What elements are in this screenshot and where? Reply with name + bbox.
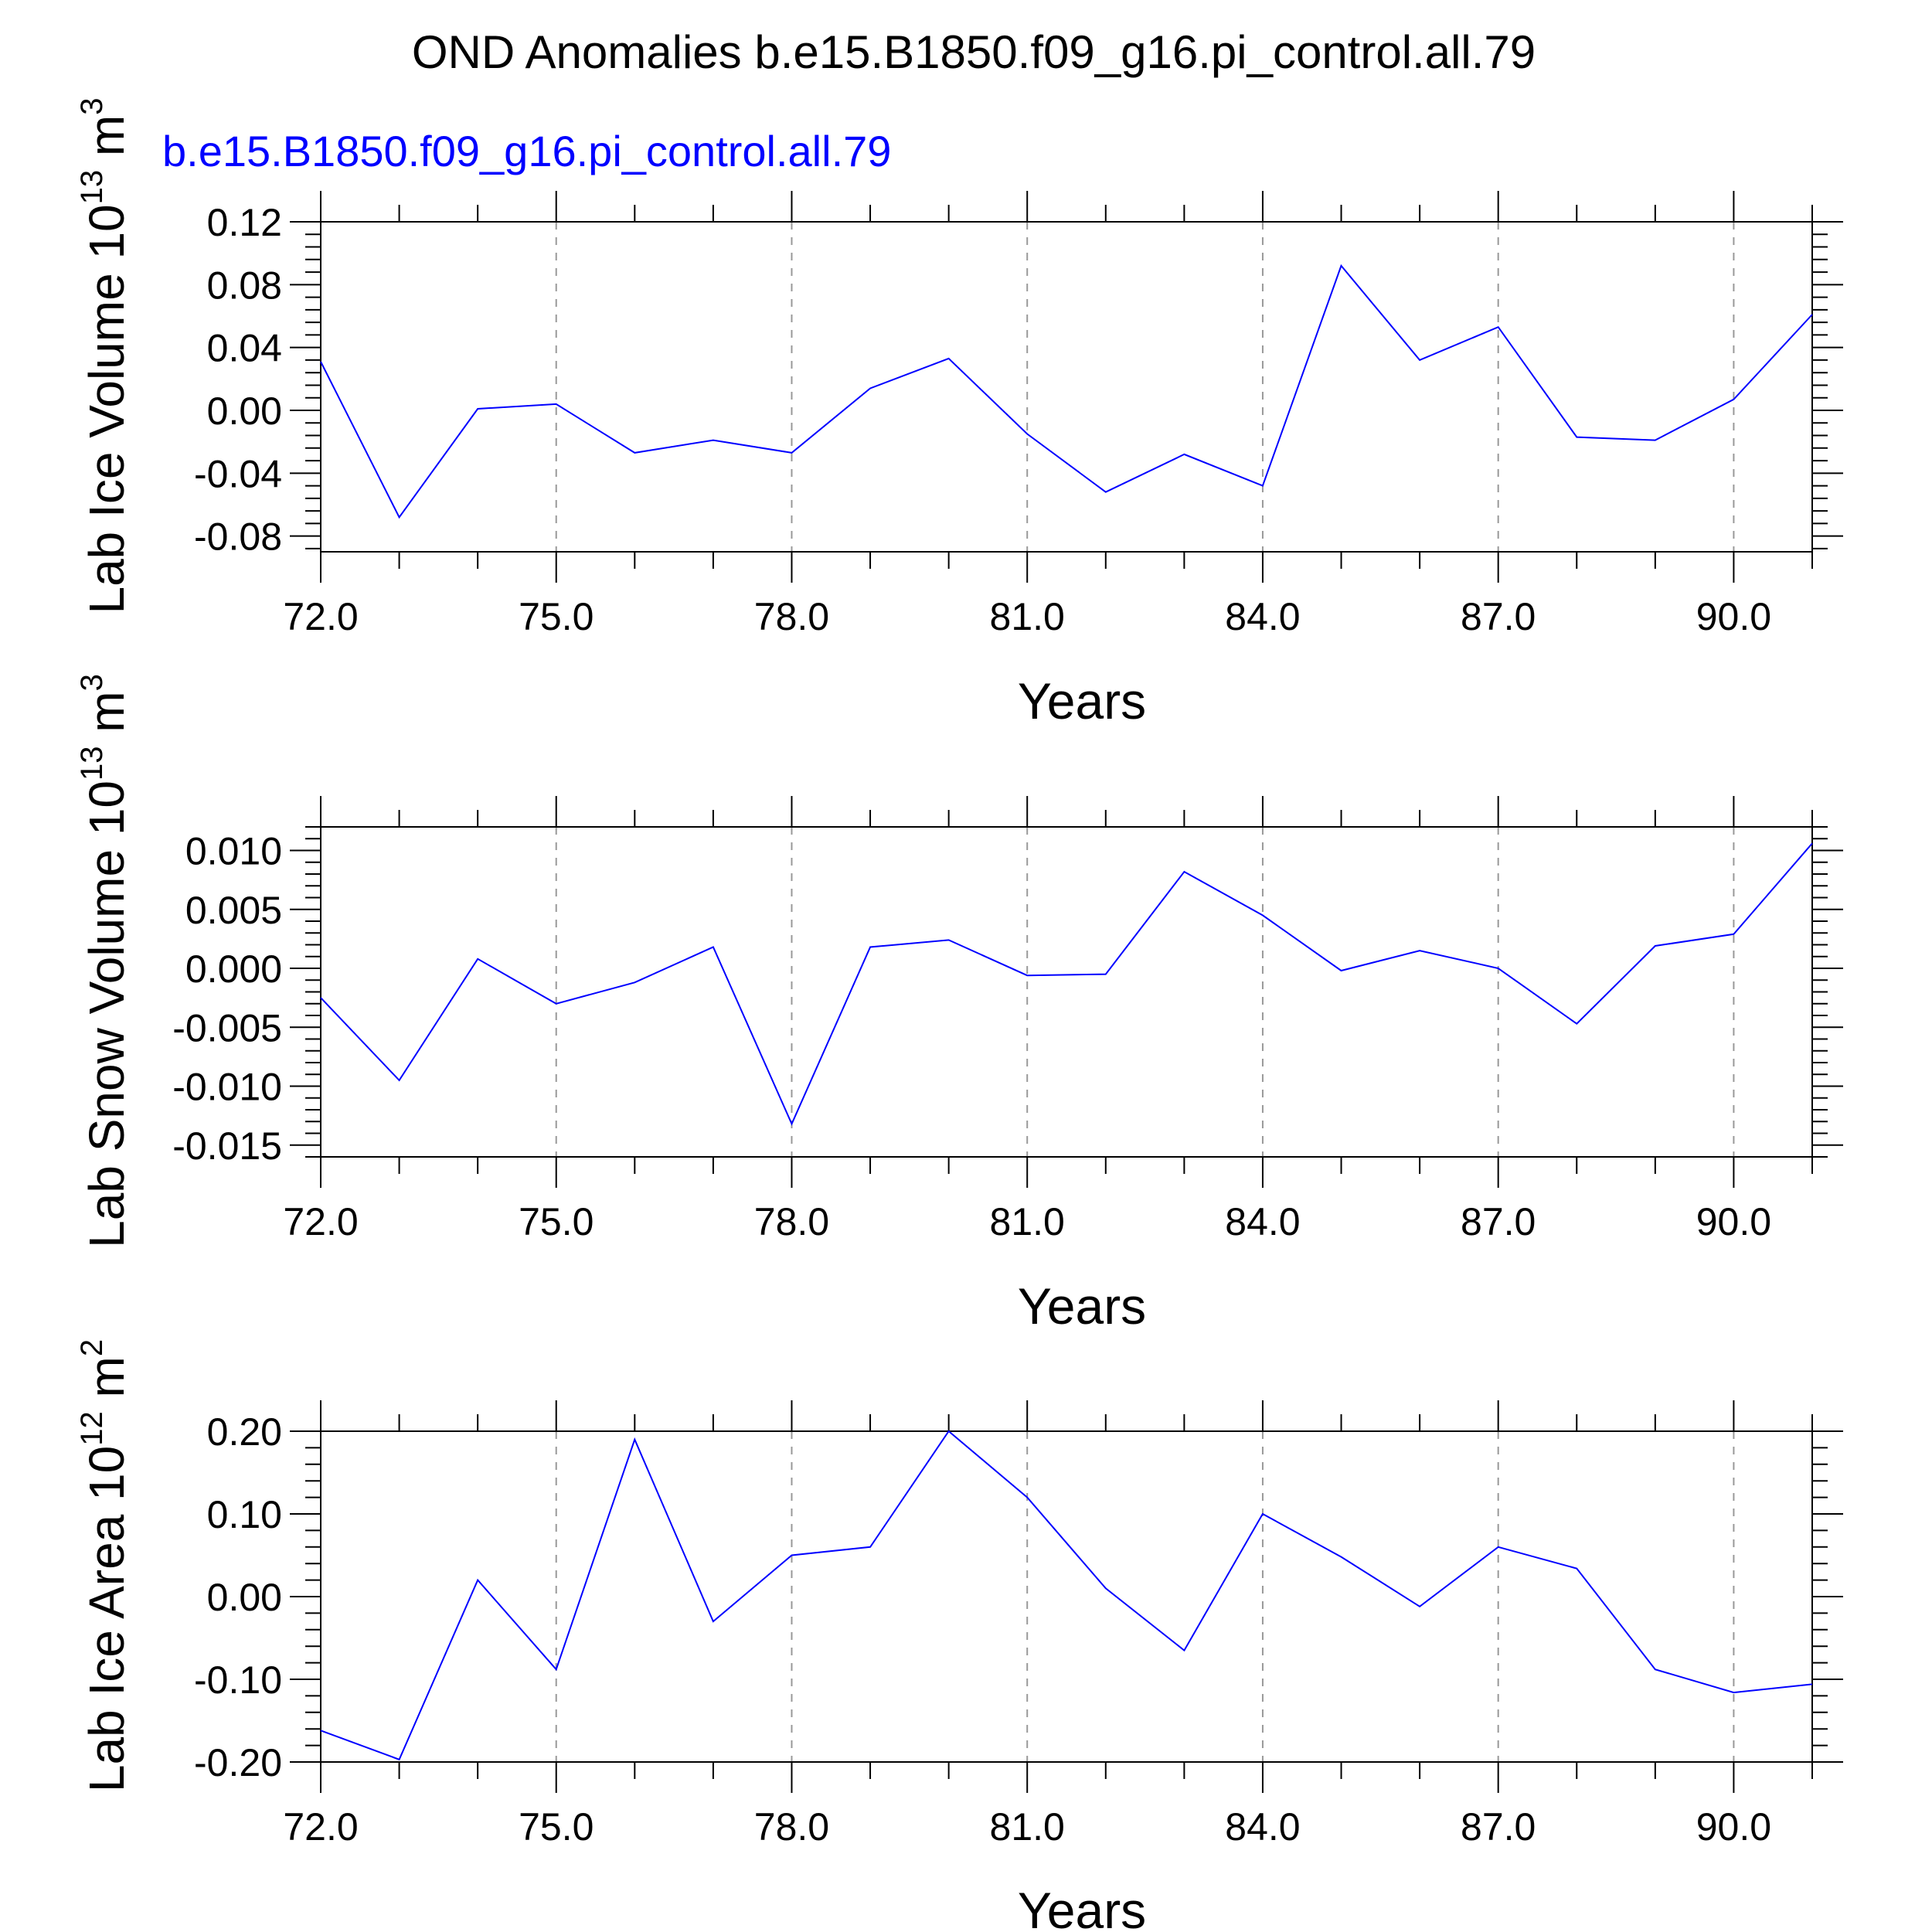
x-tick-label: 75.0: [519, 1805, 594, 1849]
chart-panel-3: -0.20 -0.10 0.00 0.10 0.20 72.0 75.0 78.0 81.0 84…: [75, 1339, 1843, 1932]
y-label-superscript: 3: [75, 674, 109, 691]
y-tick-label: 0.005: [185, 889, 282, 932]
y-label-superscript: 13: [75, 170, 109, 205]
y-tick-label: 0.00: [207, 1576, 282, 1619]
y-label-superscript: 12: [75, 1411, 109, 1446]
y-tick-label: 0.12: [207, 201, 282, 244]
y-label-superscript: 13: [75, 746, 109, 781]
y-tick-label: 0.00: [207, 389, 282, 433]
x-tick-label: 75.0: [519, 595, 594, 638]
x-tick-label: 87.0: [1461, 595, 1536, 638]
x-tick-label: 84.0: [1225, 1200, 1300, 1243]
y-axis-label: Lab Snow Volume 1013 m3: [75, 674, 134, 1248]
x-tick-label: 72.0: [283, 595, 358, 638]
plot-frame: [320, 1430, 1813, 1763]
y-tick-label: 0.000: [185, 947, 282, 991]
y-tick-label: -0.015: [172, 1124, 282, 1168]
y-tick-label: 0.20: [207, 1410, 282, 1454]
x-tick-label: 81.0: [990, 1805, 1065, 1849]
chart-panel-1: -0.08 -0.04 0.00 0.04 0.08 0.12 72.0 75.0 78.0 81…: [75, 98, 1843, 730]
y-tick-label: 0.010: [185, 830, 282, 873]
y-label-part: m: [79, 115, 134, 170]
y-tick-label: -0.10: [194, 1658, 282, 1702]
y-tick-label: 0.08: [207, 264, 282, 307]
x-axis-label: Years: [1018, 1277, 1146, 1335]
chart-panels: -0.08 -0.04 0.00 0.04 0.08 0.12 72.0 75.0 78.0 81…: [75, 98, 1843, 1932]
y-label-part: Lab Ice Area 10: [79, 1446, 134, 1792]
x-tick-label: 87.0: [1461, 1200, 1536, 1243]
x-tick-label: 90.0: [1696, 595, 1771, 638]
plot-frame: [320, 826, 1813, 1158]
x-tick-label: 75.0: [519, 1200, 594, 1243]
plot-frame: [320, 221, 1813, 553]
x-tick-label: 81.0: [990, 1200, 1065, 1243]
y-label-part: m: [79, 1356, 134, 1411]
x-tick-label: 90.0: [1696, 1200, 1771, 1243]
y-tick-label: -0.20: [194, 1741, 282, 1784]
x-tick-label: 72.0: [283, 1805, 358, 1849]
y-tick-label: -0.04: [194, 452, 282, 495]
y-tick-label: 0.04: [207, 327, 282, 370]
x-axis-label: Years: [1018, 1882, 1146, 1932]
x-tick-label: 72.0: [283, 1200, 358, 1243]
x-tick-label: 84.0: [1225, 1805, 1300, 1849]
y-tick-label: -0.005: [172, 1006, 282, 1049]
y-tick-label: 0.10: [207, 1493, 282, 1536]
x-tick-label: 90.0: [1696, 1805, 1771, 1849]
x-tick-label: 78.0: [754, 1805, 829, 1849]
y-axis-label: Lab Ice Volume 1013 m3: [75, 98, 134, 614]
x-axis-label: Years: [1018, 672, 1146, 730]
y-label-superscript: 2: [75, 1339, 109, 1356]
x-tick-label: 87.0: [1461, 1805, 1536, 1849]
y-label-part: Lab Snow Volume 10: [79, 781, 134, 1248]
y-axis-label: Lab Ice Area 1012 m2: [75, 1339, 134, 1792]
y-label-superscript: 3: [75, 98, 109, 115]
x-tick-label: 81.0: [990, 595, 1065, 638]
y-tick-label: -0.08: [194, 515, 282, 559]
y-tick-label: -0.010: [172, 1066, 282, 1109]
y-label-part: m: [79, 691, 134, 746]
chart-panel-2: -0.015 -0.010 -0.005 0.000 0.005 0.010 72.0 75.…: [75, 674, 1843, 1335]
x-tick-label: 84.0: [1225, 595, 1300, 638]
chart-title: OND Anomalies b.e15.B1850.f09_g16.pi_con…: [412, 26, 1536, 78]
series-line: [320, 842, 1813, 1126]
series-name-label: b.e15.B1850.f09_g16.pi_control.all.79: [162, 127, 891, 175]
x-tick-label: 78.0: [754, 1200, 829, 1243]
series-line: [320, 1430, 1813, 1761]
series-line: [320, 264, 1813, 519]
y-label-part: Lab Ice Volume 10: [79, 204, 134, 614]
x-tick-label: 78.0: [754, 595, 829, 638]
